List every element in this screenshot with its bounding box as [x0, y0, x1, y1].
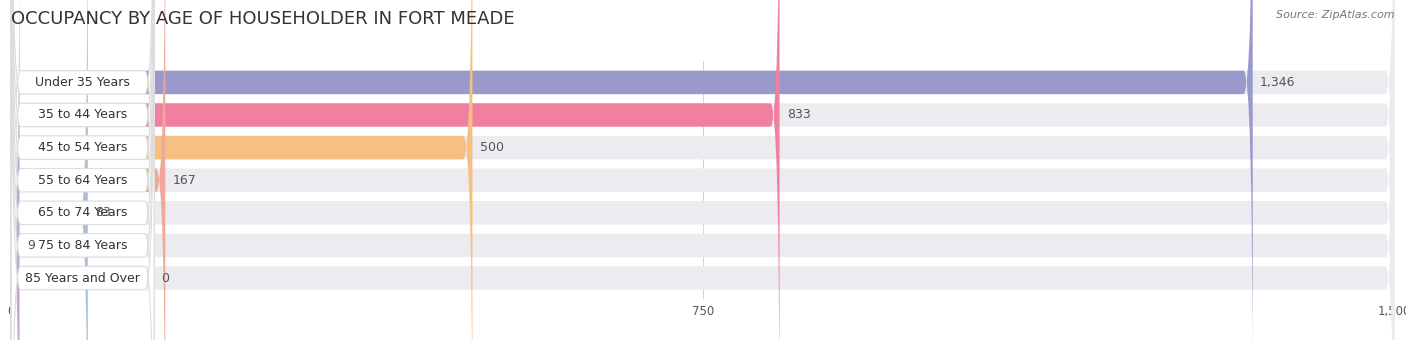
Text: 833: 833 [787, 108, 811, 121]
Text: 9: 9 [27, 239, 35, 252]
Text: Source: ZipAtlas.com: Source: ZipAtlas.com [1277, 10, 1395, 20]
FancyBboxPatch shape [10, 0, 21, 340]
Text: OCCUPANCY BY AGE OF HOUSEHOLDER IN FORT MEADE: OCCUPANCY BY AGE OF HOUSEHOLDER IN FORT … [11, 10, 515, 28]
FancyBboxPatch shape [11, 0, 155, 340]
FancyBboxPatch shape [11, 0, 1253, 340]
Text: 83: 83 [96, 206, 111, 219]
FancyBboxPatch shape [11, 0, 87, 340]
FancyBboxPatch shape [11, 0, 155, 340]
FancyBboxPatch shape [11, 0, 1395, 340]
FancyBboxPatch shape [11, 0, 155, 340]
FancyBboxPatch shape [11, 0, 1395, 340]
Text: 1,346: 1,346 [1260, 76, 1295, 89]
Text: 0: 0 [162, 272, 170, 285]
Text: 65 to 74 Years: 65 to 74 Years [38, 206, 128, 219]
Text: 167: 167 [173, 174, 197, 187]
Text: 35 to 44 Years: 35 to 44 Years [38, 108, 128, 121]
FancyBboxPatch shape [11, 0, 779, 340]
FancyBboxPatch shape [11, 0, 1395, 340]
FancyBboxPatch shape [11, 0, 155, 340]
Text: 500: 500 [479, 141, 503, 154]
FancyBboxPatch shape [11, 0, 166, 340]
Text: 85 Years and Over: 85 Years and Over [25, 272, 141, 285]
Text: 75 to 84 Years: 75 to 84 Years [38, 239, 128, 252]
FancyBboxPatch shape [11, 0, 1395, 340]
FancyBboxPatch shape [11, 0, 1395, 340]
Text: Under 35 Years: Under 35 Years [35, 76, 131, 89]
FancyBboxPatch shape [11, 0, 155, 340]
Text: 55 to 64 Years: 55 to 64 Years [38, 174, 128, 187]
FancyBboxPatch shape [11, 0, 155, 340]
Text: 45 to 54 Years: 45 to 54 Years [38, 141, 128, 154]
FancyBboxPatch shape [11, 0, 1395, 340]
FancyBboxPatch shape [11, 0, 1395, 340]
FancyBboxPatch shape [11, 0, 472, 340]
FancyBboxPatch shape [11, 0, 155, 340]
